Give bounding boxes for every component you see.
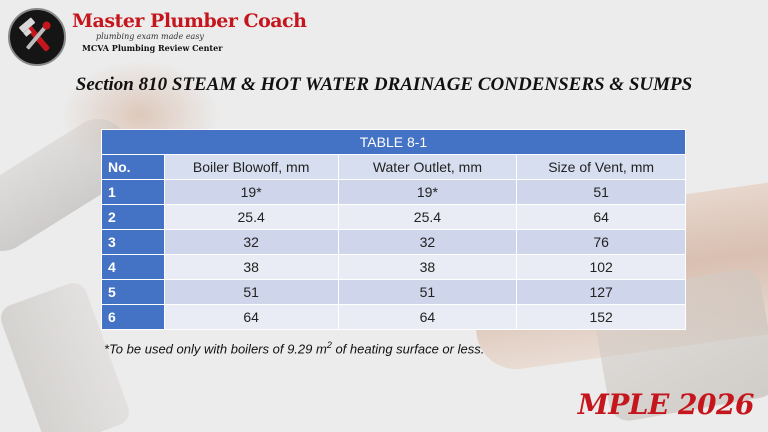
cell-water-outlet: 38 xyxy=(337,254,518,280)
table-8-1: TABLE 8-1 No. Boiler Blowoff, mm Water O… xyxy=(101,129,686,330)
table-row: 6 64 64 152 xyxy=(101,304,686,330)
table-row: 5 51 51 127 xyxy=(101,279,686,305)
exam-badge: MPLE 2026 xyxy=(577,388,755,421)
table-caption-row: TABLE 8-1 xyxy=(101,129,686,155)
footnote-superscript: 2 xyxy=(326,340,332,350)
wrench-icon xyxy=(19,17,51,52)
cell-size-of-vent: 51 xyxy=(516,179,686,205)
cell-no: 3 xyxy=(101,229,165,255)
section-title: Section 810 STEAM & HOT WATER DRAINAGE C… xyxy=(75,74,693,95)
header-water-outlet: Water Outlet, mm xyxy=(337,154,518,180)
cell-boiler-blowoff: 64 xyxy=(163,304,339,330)
cell-no: 2 xyxy=(101,204,165,230)
table-row: 1 19* 19* 51 xyxy=(101,179,686,205)
table-header-row: No. Boiler Blowoff, mm Water Outlet, mm … xyxy=(101,154,686,180)
cell-water-outlet: 19* xyxy=(337,179,518,205)
table-caption: TABLE 8-1 xyxy=(101,129,686,155)
cell-water-outlet: 25.4 xyxy=(337,204,518,230)
cell-boiler-blowoff: 32 xyxy=(163,229,339,255)
cell-size-of-vent: 102 xyxy=(516,254,686,280)
header-boiler-blowoff: Boiler Blowoff, mm xyxy=(163,154,339,180)
logo: Master Plumber Coach plumbing exam made … xyxy=(8,8,307,66)
footnote-text: *To be used only with boilers of 9.29 m xyxy=(104,341,327,357)
cell-size-of-vent: 64 xyxy=(516,204,686,230)
cell-boiler-blowoff: 51 xyxy=(163,279,339,305)
cell-size-of-vent: 76 xyxy=(516,229,686,255)
cell-no: 5 xyxy=(101,279,165,305)
table-row: 4 38 38 102 xyxy=(101,254,686,280)
cell-water-outlet: 32 xyxy=(337,229,518,255)
cell-size-of-vent: 127 xyxy=(516,279,686,305)
header-no: No. xyxy=(101,154,165,180)
logo-emblem xyxy=(8,8,66,66)
cell-boiler-blowoff: 25.4 xyxy=(163,204,339,230)
table-row: 3 32 32 76 xyxy=(101,229,686,255)
cell-no: 6 xyxy=(101,304,165,330)
cell-size-of-vent: 152 xyxy=(516,304,686,330)
cell-no: 1 xyxy=(101,179,165,205)
header-size-of-vent: Size of Vent, mm xyxy=(516,154,686,180)
cell-water-outlet: 51 xyxy=(337,279,518,305)
cell-no: 4 xyxy=(101,254,165,280)
logo-title: Master Plumber Coach xyxy=(72,10,307,32)
logo-subtitle: MCVA Plumbing Review Center xyxy=(82,43,223,53)
footnote-text-end: of heating surface or less. xyxy=(331,341,485,357)
logo-tagline: plumbing exam made easy xyxy=(96,32,204,41)
cell-boiler-blowoff: 19* xyxy=(163,179,339,205)
cell-boiler-blowoff: 38 xyxy=(163,254,339,280)
cell-water-outlet: 64 xyxy=(337,304,518,330)
footnote: *To be used only with boilers of 9.29 m2… xyxy=(104,340,484,356)
table-row: 2 25.4 25.4 64 xyxy=(101,204,686,230)
